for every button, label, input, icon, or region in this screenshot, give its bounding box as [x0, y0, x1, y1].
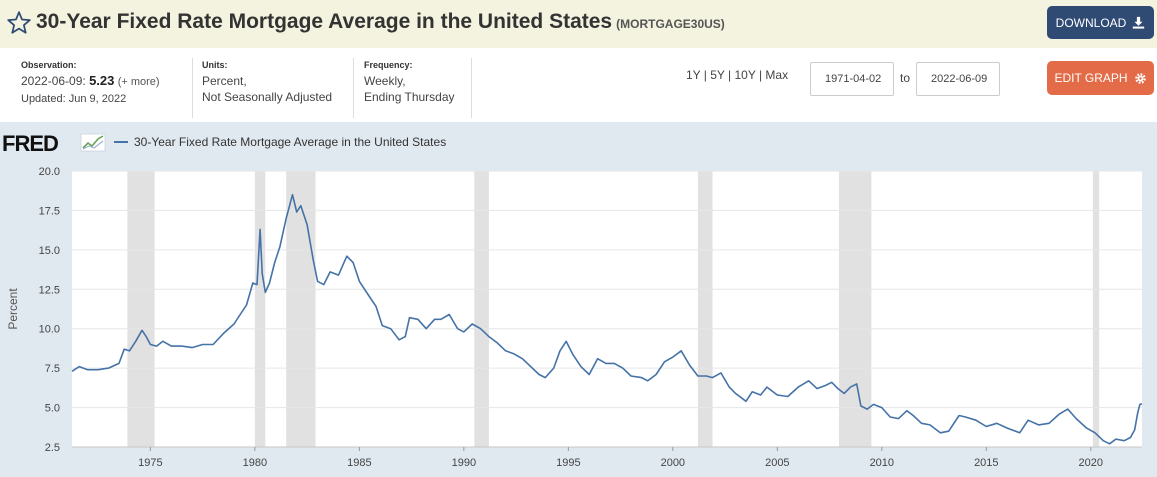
frequency-label: Frequency:	[364, 60, 413, 70]
gridlines	[72, 170, 1142, 448]
series-line	[71, 193, 1143, 445]
y-tick-label: 5.0	[45, 403, 60, 415]
y-tick-label: 7.5	[45, 363, 60, 375]
x-tick-label: 1980	[243, 457, 267, 469]
divider	[471, 58, 472, 118]
units-line-2: Not Seasonally Adjusted	[202, 90, 333, 104]
plot-background	[72, 171, 1142, 447]
frequency-block: Frequency: Weekly, Ending Thursday	[364, 59, 455, 105]
range-selector[interactable]: 1Y | 5Y | 10Y | Max	[686, 68, 789, 82]
observation-value: 5.23	[89, 73, 115, 88]
recession-band	[286, 171, 316, 447]
x-tick-label: 2005	[765, 457, 789, 469]
download-icon	[1133, 16, 1145, 29]
updated-date: Updated: Jun 9, 2022	[21, 93, 127, 105]
observation-label: Observation:	[21, 60, 77, 70]
divider	[192, 58, 193, 118]
fred-logo-text: FRED	[2, 131, 58, 156]
legend: 30-Year Fixed Rate Mortgage Average in t…	[114, 135, 446, 149]
download-label: DOWNLOAD	[1055, 15, 1127, 30]
y-tick-label: 2.5	[45, 442, 60, 454]
series-title: 30-Year Fixed Rate Mortgage Average in t…	[36, 10, 613, 33]
frequency-line-1: Weekly,	[364, 74, 406, 88]
star-icon[interactable]	[6, 10, 32, 36]
observation-date: 2022-06-09:	[21, 74, 86, 88]
recession-band	[127, 171, 155, 447]
start-date-input[interactable]: 1971-04-02	[810, 62, 894, 96]
y-tick-label: 20.0	[39, 166, 60, 178]
frequency-line-2: Ending Thursday	[364, 90, 455, 104]
series-id: (MORTGAGE30US)	[616, 17, 725, 31]
x-tick-label: 2020	[1079, 457, 1103, 469]
y-tick-label: 17.5	[39, 205, 60, 217]
x-tick-label: 1985	[347, 457, 371, 469]
edit-graph-label: EDIT GRAPH	[1054, 71, 1128, 85]
y-axis: 2.5 5.0 7.5 10.0 12.5 15.0 17.5 20.0	[39, 166, 60, 454]
x-tick-label: 1990	[452, 457, 476, 469]
units-label: Units:	[202, 60, 228, 70]
edit-graph-button[interactable]: EDIT GRAPH	[1047, 61, 1154, 95]
x-tick-label: 2015	[974, 457, 998, 469]
y-tick-label: 12.5	[39, 284, 60, 296]
y-tick-label: 10.0	[39, 324, 60, 336]
end-date-input[interactable]: 2022-06-09	[916, 62, 1000, 96]
to-label: to	[900, 71, 911, 85]
recession-band	[1092, 171, 1100, 447]
recession-band	[474, 171, 489, 447]
recession-band	[254, 171, 266, 447]
divider	[353, 58, 354, 118]
x-tick-label: 2000	[661, 457, 685, 469]
y-tick-label: 15.0	[39, 245, 60, 257]
units-block: Units: Percent, Not Seasonally Adjusted	[202, 59, 332, 105]
fred-logo: FRED	[2, 131, 106, 156]
fred-chart-icon	[80, 133, 106, 152]
download-button[interactable]: DOWNLOAD	[1047, 6, 1154, 39]
recession-band	[697, 171, 713, 447]
gear-icon	[1134, 72, 1146, 84]
x-tick-label: 1975	[138, 457, 162, 469]
units-line-1: Percent,	[202, 74, 247, 88]
recession-band	[838, 171, 872, 447]
title-bar: 30-Year Fixed Rate Mortgage Average in t…	[0, 0, 1157, 48]
observation-more-link[interactable]: (+ more)	[117, 76, 160, 88]
page-title: 30-Year Fixed Rate Mortgage Average in t…	[36, 10, 725, 34]
legend-label: 30-Year Fixed Rate Mortgage Average in t…	[134, 135, 446, 149]
x-axis: 1975 1980 1985 1990 1995 2000 2005 2010 2015 2020	[138, 447, 1103, 469]
recession-bands	[127, 171, 1100, 447]
x-tick-label: 2010	[870, 457, 894, 469]
y-axis-label: Percent	[6, 288, 20, 330]
observation-block: Observation: 2022-06-09: 5.23 (+ more) U…	[21, 59, 160, 107]
x-tick-label: 1995	[556, 457, 580, 469]
